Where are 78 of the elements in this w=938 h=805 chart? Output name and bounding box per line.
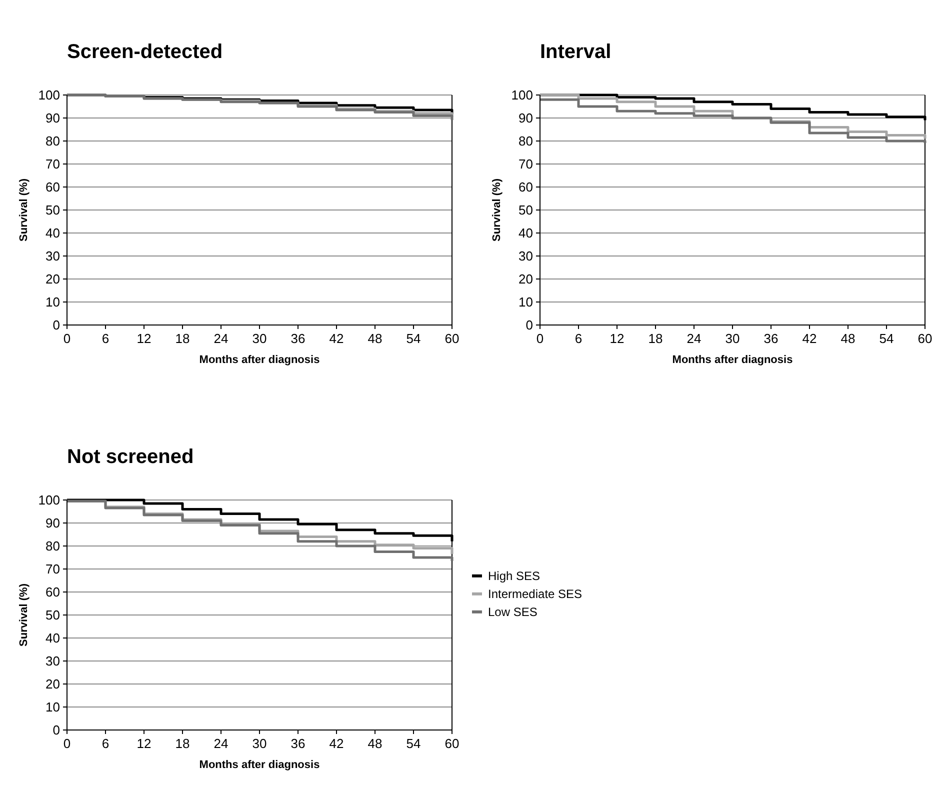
- y-tick-label: 80: [518, 134, 533, 149]
- y-tick-label: 40: [46, 630, 60, 646]
- chart-title: Not screened: [67, 446, 194, 468]
- x-tick-label: 0: [536, 331, 544, 346]
- x-tick-label: 42: [802, 331, 817, 346]
- y-axis-title: Survival (%): [491, 178, 503, 242]
- y-tick-label: 10: [46, 294, 60, 310]
- y-tick-label: 0: [526, 318, 533, 333]
- x-tick-label: 6: [102, 736, 110, 751]
- x-tick-label: 36: [290, 736, 306, 751]
- x-tick-label: 12: [610, 331, 624, 346]
- x-tick-label: 30: [252, 331, 267, 346]
- y-tick-label: 30: [518, 248, 533, 264]
- x-tick-label: 42: [329, 331, 344, 346]
- y-tick-label: 70: [46, 156, 60, 172]
- x-tick-label: 0: [63, 331, 71, 346]
- y-tick-label: 90: [518, 110, 533, 126]
- y-tick-label: 50: [46, 608, 60, 623]
- x-tick-label: 48: [368, 736, 382, 751]
- y-tick-label: 0: [52, 722, 60, 738]
- y-tick-label: 80: [46, 134, 60, 149]
- y-tick-label: 20: [518, 272, 533, 287]
- x-tick-label: 0: [63, 736, 71, 751]
- y-tick-label: 50: [46, 202, 60, 218]
- x-tick-label: 30: [252, 736, 267, 751]
- y-tick-label: 100: [511, 88, 533, 103]
- y-tick-label: 100: [38, 88, 60, 103]
- x-tick-label: 24: [214, 736, 228, 751]
- x-tick-label: 6: [574, 331, 582, 346]
- y-tick-label: 60: [518, 180, 533, 195]
- legend-label: Intermediate SES: [488, 587, 582, 602]
- x-tick-label: 54: [406, 736, 421, 751]
- x-axis-title: Months after diagnosis: [199, 354, 320, 366]
- y-tick-label: 30: [46, 248, 60, 264]
- x-tick-label: 36: [764, 331, 778, 346]
- x-tick-label: 24: [686, 331, 702, 346]
- y-tick-label: 40: [518, 226, 533, 241]
- y-tick-label: 70: [518, 156, 533, 172]
- x-tick-label: 48: [368, 331, 382, 346]
- y-tick-label: 90: [46, 516, 60, 531]
- x-tick-label: 18: [648, 331, 663, 346]
- y-axis-title: Survival (%): [18, 178, 30, 242]
- y-tick-label: 40: [46, 226, 60, 241]
- y-tick-label: 0: [52, 318, 60, 333]
- x-tick-label: 54: [879, 331, 894, 346]
- x-tick-label: 60: [918, 331, 932, 346]
- x-tick-label: 18: [175, 331, 190, 346]
- y-tick-label: 100: [38, 492, 60, 508]
- x-tick-label: 60: [444, 331, 460, 346]
- y-tick-label: 70: [46, 562, 60, 577]
- y-tick-label: 10: [518, 294, 533, 310]
- y-tick-label: 80: [46, 538, 60, 554]
- y-tick-label: 60: [46, 584, 60, 600]
- x-axis-title: Months after diagnosis: [199, 759, 320, 771]
- y-tick-label: 10: [46, 700, 60, 715]
- y-tick-label: 30: [46, 654, 60, 669]
- x-tick-label: 24: [214, 331, 228, 346]
- y-tick-label: 50: [518, 202, 533, 218]
- x-axis-title: Months after diagnosis: [672, 354, 793, 366]
- y-tick-label: 90: [46, 110, 60, 126]
- legend-label: Low SES: [488, 605, 538, 620]
- chart-title: Screen-detected: [67, 41, 223, 63]
- legend-label: High SES: [488, 569, 540, 584]
- x-tick-label: 42: [329, 736, 344, 751]
- x-tick-label: 18: [175, 736, 190, 751]
- x-tick-label: 12: [136, 736, 152, 751]
- y-tick-label: 60: [46, 180, 60, 195]
- x-tick-label: 12: [136, 331, 152, 346]
- x-tick-label: 6: [102, 331, 110, 346]
- y-tick-label: 20: [46, 676, 60, 692]
- x-tick-label: 36: [290, 331, 306, 346]
- y-tick-label: 20: [46, 272, 60, 287]
- x-tick-label: 30: [725, 331, 740, 346]
- x-tick-label: 54: [406, 331, 421, 346]
- x-tick-label: 48: [840, 331, 856, 346]
- y-axis-title: Survival (%): [18, 583, 30, 646]
- chart-title: Interval: [540, 41, 612, 63]
- x-tick-label: 60: [444, 736, 460, 751]
